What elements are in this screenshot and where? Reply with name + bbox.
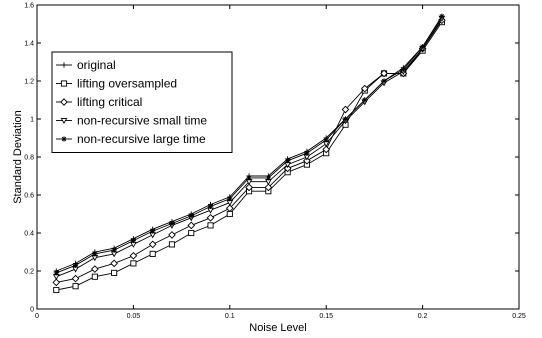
- y-tick-label: 1.2: [24, 79, 34, 86]
- data-point: [380, 69, 388, 78]
- legend-marker: [60, 117, 68, 125]
- data-point: [168, 241, 176, 248]
- legend: original lifting oversampled lifting criti…: [51, 51, 233, 153]
- legend-marker: [61, 136, 67, 142]
- data-point: [188, 213, 194, 219]
- data-point: [207, 203, 214, 209]
- data-point: [264, 183, 273, 192]
- x-tick-label: 0.25: [512, 313, 526, 320]
- data-point: [71, 274, 80, 283]
- y-tick-label: 0.4: [24, 231, 34, 238]
- data-point: [246, 175, 252, 181]
- data-point: [148, 240, 157, 249]
- x-axis-label: Noise Level: [249, 322, 306, 334]
- data-point: [92, 251, 98, 257]
- data-point: [169, 220, 175, 227]
- legend-item: lifting oversampled: [56, 77, 177, 91]
- data-point: [283, 164, 292, 173]
- legend-item: non-recursive small time: [56, 114, 207, 128]
- axis-ticks: 0 0.05 0.1 0.15 0.2 0.25 0 0.2 0.4 0.6 0.8 1 1.2 1.4 1…: [24, 3, 526, 321]
- x-tick-label: 0.2: [418, 313, 428, 320]
- data-point: [400, 67, 406, 73]
- data-point: [227, 196, 233, 202]
- data-point: [420, 44, 426, 50]
- y-tick-label: 0.2: [24, 269, 34, 276]
- data-point: [381, 78, 387, 84]
- data-point: [304, 150, 310, 156]
- data-point: [323, 137, 329, 143]
- series-group: [52, 13, 446, 294]
- legend-label: original: [77, 58, 116, 72]
- legend-marker: [61, 62, 67, 68]
- data-point: [285, 158, 291, 164]
- data-point: [149, 250, 156, 257]
- legend-item: original: [56, 58, 116, 72]
- data-point: [439, 13, 445, 19]
- legend-box: [51, 51, 233, 153]
- data-point: [206, 213, 215, 222]
- data-point: [150, 228, 156, 234]
- y-tick-label: 0.8: [24, 155, 34, 162]
- legend-label: lifting critical: [77, 95, 142, 109]
- data-point: [188, 229, 195, 237]
- legend-item: lifting critical: [56, 95, 142, 109]
- series-lifting-critical: [52, 16, 446, 287]
- legend-marker: [60, 80, 68, 87]
- data-point: [129, 251, 138, 260]
- legend-label: lifting oversampled: [77, 77, 177, 91]
- data-point: [207, 222, 214, 229]
- legend-item: non-recursive large time: [56, 132, 206, 146]
- data-point: [341, 105, 350, 114]
- plot-area: [36, 4, 520, 310]
- data-point: [72, 262, 79, 268]
- data-point: [130, 238, 136, 244]
- data-point: [342, 116, 349, 122]
- legend-label: non-recursive small time: [77, 114, 207, 128]
- x-tick-label: 0: [35, 313, 39, 320]
- x-tick-label: 0.05: [127, 313, 141, 320]
- data-point: [52, 278, 61, 287]
- data-point: [322, 145, 331, 154]
- data-point: [265, 175, 271, 181]
- legend-label: non-recursive large time: [77, 132, 206, 146]
- y-tick-label: 1.4: [24, 41, 34, 48]
- data-point: [53, 270, 59, 276]
- y-tick-label: 1.6: [24, 3, 34, 10]
- data-point: [225, 204, 234, 213]
- data-point: [91, 265, 99, 273]
- series-non-recursive-large-time: [53, 13, 445, 276]
- data-point: [110, 259, 118, 268]
- data-point: [362, 97, 368, 103]
- y-axis-label: Standard Deviation: [12, 110, 24, 204]
- data-point: [168, 231, 176, 239]
- data-point: [360, 84, 369, 93]
- data-point: [53, 286, 60, 294]
- x-tick-label: 0.15: [319, 313, 333, 320]
- legend-marker: [60, 98, 68, 106]
- data-point: [303, 156, 311, 165]
- data-point: [91, 273, 98, 280]
- y-tick-label: 0.6: [24, 193, 34, 200]
- data-point: [130, 260, 137, 267]
- x-tick-label: 0.1: [225, 313, 235, 320]
- data-point: [111, 269, 118, 276]
- y-tick-label: 0: [30, 307, 34, 314]
- data-point: [245, 183, 253, 192]
- data-point: [111, 247, 117, 253]
- data-point: [72, 283, 79, 290]
- data-point: [226, 210, 233, 218]
- y-tick-label: 1: [30, 117, 34, 124]
- data-point: [187, 221, 196, 230]
